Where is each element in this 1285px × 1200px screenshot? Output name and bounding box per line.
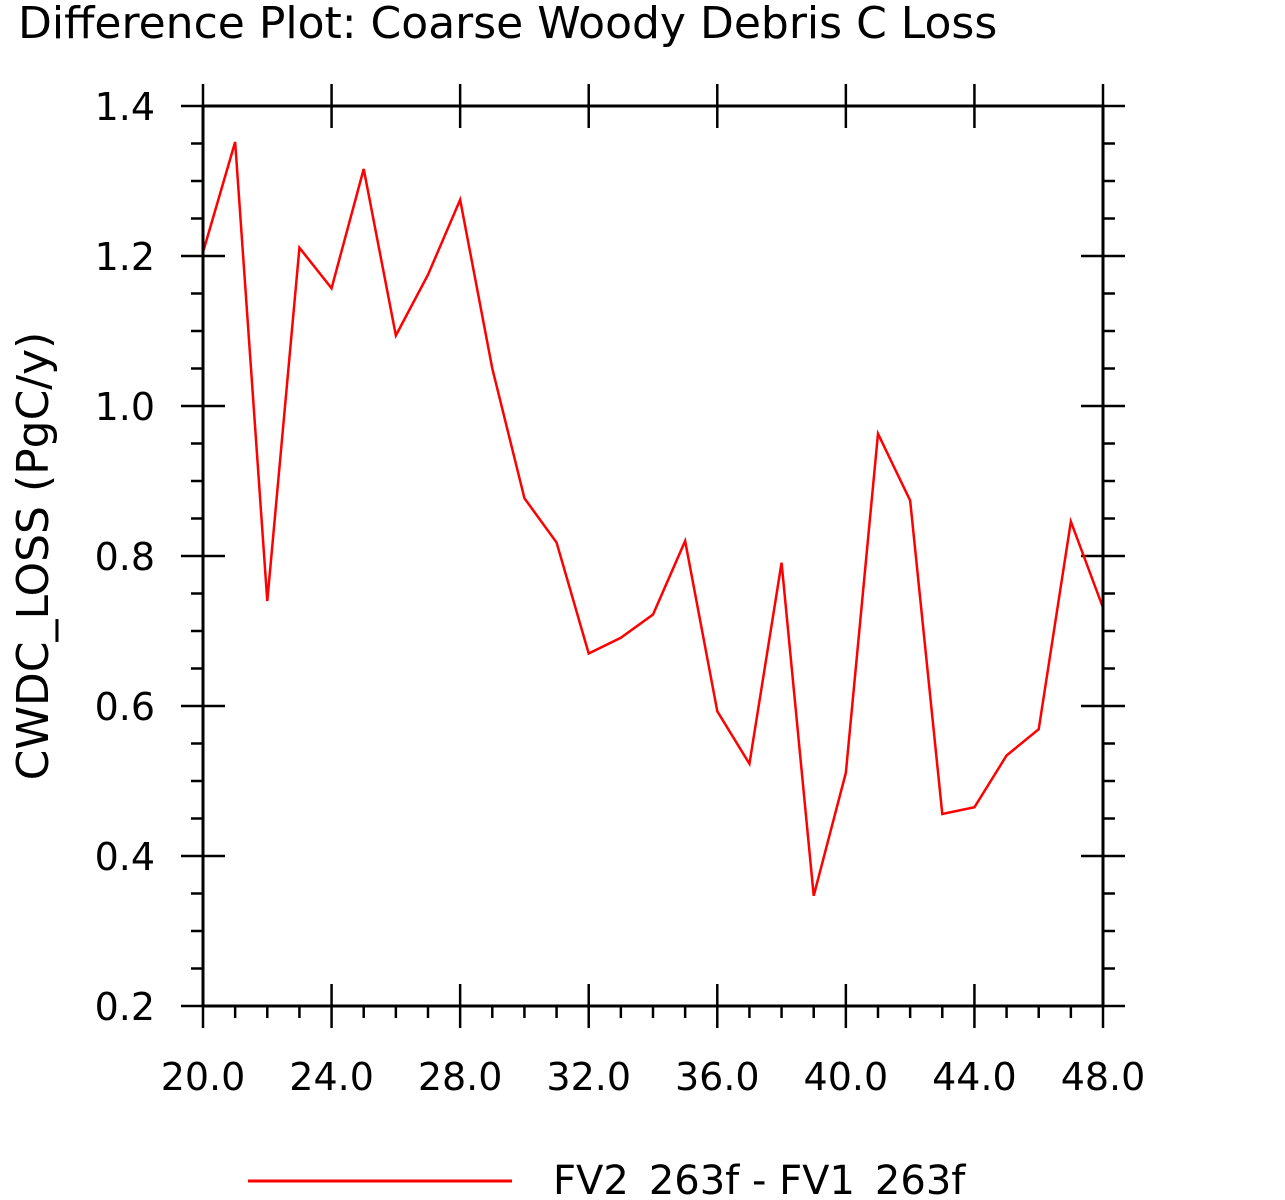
y-tick-label: 0.2 bbox=[95, 985, 155, 1029]
legend-label: FV2_263f - FV1_263f bbox=[553, 1158, 966, 1200]
x-tick-label: 40.0 bbox=[804, 1055, 889, 1099]
chart-title: Difference Plot: Coarse Woody Debris C L… bbox=[18, 0, 997, 49]
y-axis-title: CWDC_LOSS (PgC/y) bbox=[8, 332, 59, 781]
x-tick-label: 36.0 bbox=[675, 1055, 760, 1099]
tick-labels: 20.0 24.0 28.0 32.0 36.0 40.0 44.0 48.0 0.2 0.4 0.… bbox=[95, 85, 1146, 1099]
y-tick-label: 0.8 bbox=[95, 535, 155, 579]
y-tick-label: 0.4 bbox=[95, 835, 155, 879]
series-line bbox=[201, 141, 1105, 897]
x-tick-label: 28.0 bbox=[418, 1055, 503, 1099]
y-tick-label: 1.4 bbox=[95, 85, 155, 129]
x-tick-label: 32.0 bbox=[546, 1055, 631, 1099]
x-tick-label: 44.0 bbox=[932, 1055, 1017, 1099]
plot-frame bbox=[201, 104, 1105, 1008]
axis-ticks bbox=[181, 84, 1125, 1028]
x-tick-label: 48.0 bbox=[1061, 1055, 1146, 1099]
y-tick-label: 1.2 bbox=[95, 235, 155, 279]
x-tick-label: 20.0 bbox=[161, 1055, 246, 1099]
y-tick-label: 0.6 bbox=[95, 685, 155, 729]
y-tick-label: 1.0 bbox=[95, 385, 155, 429]
x-tick-label: 24.0 bbox=[289, 1055, 374, 1099]
